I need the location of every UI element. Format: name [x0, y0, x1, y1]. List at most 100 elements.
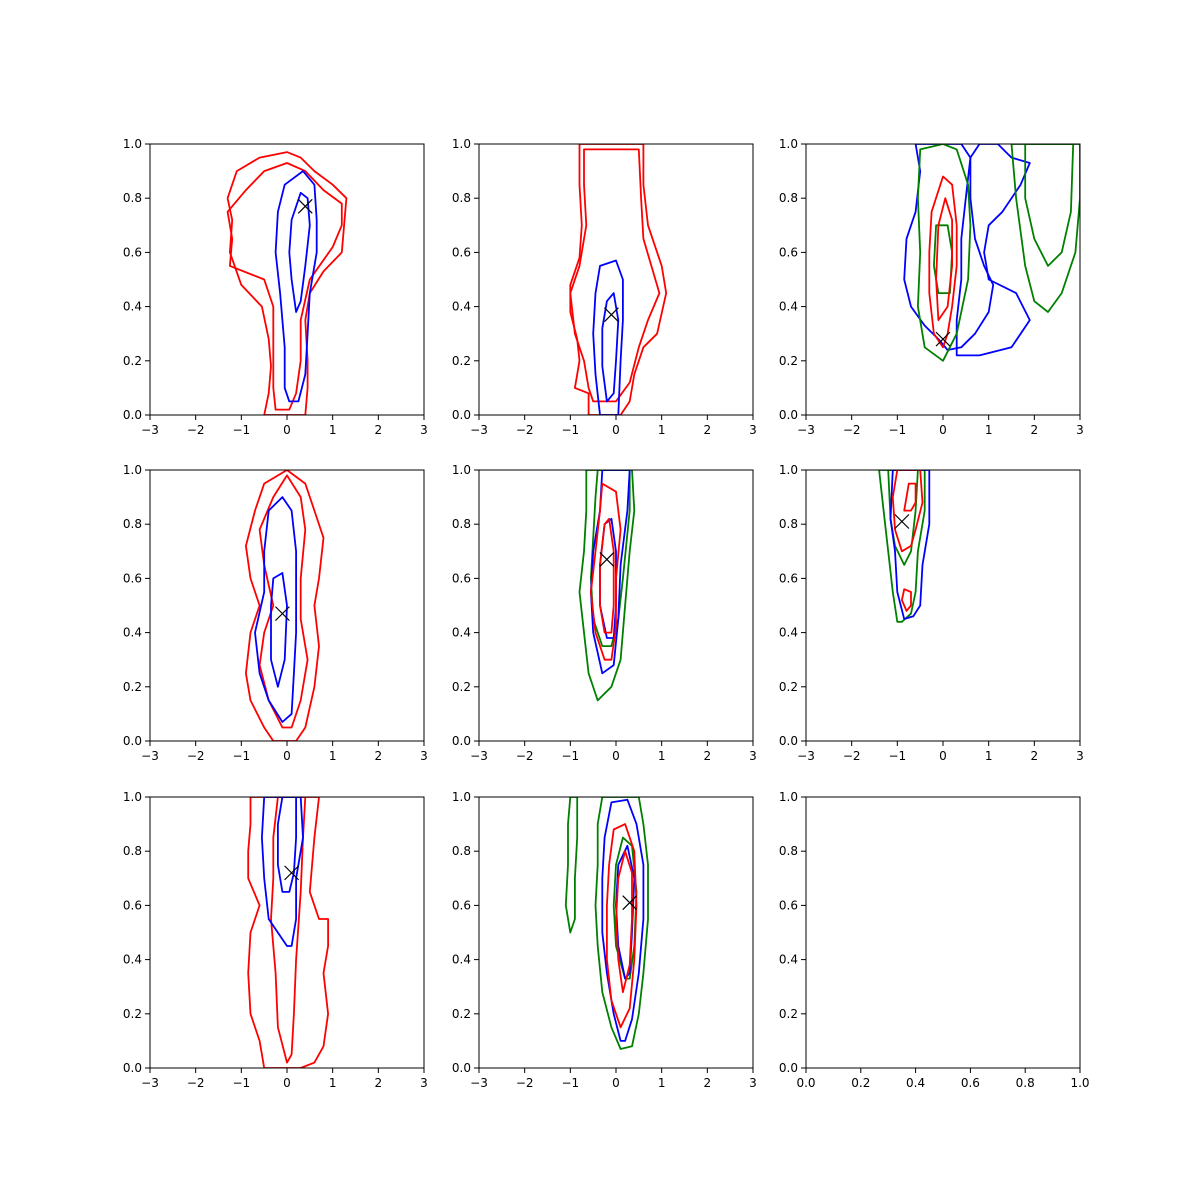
x-tick-label: 0 [283, 1076, 291, 1090]
x-tick-label: −2 [187, 423, 205, 437]
contour-blue-4 [276, 797, 298, 893]
y-tick-label: 0.0 [779, 408, 798, 422]
contour-blue-3 [274, 170, 318, 403]
x-tick-label: 0 [283, 423, 291, 437]
x-tick-label: 0.8 [1016, 1076, 1035, 1090]
contour-blue-2 [955, 144, 1031, 357]
axes-frame [805, 143, 1081, 416]
x-tick-label: 0 [939, 749, 947, 763]
y-tick-label: 1.0 [779, 137, 798, 151]
contour-red-4 [891, 470, 924, 553]
x-tick-label: −3 [141, 423, 159, 437]
x-tick-label: 3 [1076, 423, 1084, 437]
y-tick-label: 0.6 [452, 245, 471, 259]
axes-frame [149, 143, 425, 416]
contour-group [569, 144, 668, 415]
marker-stroke [275, 606, 290, 622]
subplot-7: −3 −2 −1 0 1 2 3 0.0 0.2 0.4 0.6 0.8 1.0 [123, 790, 428, 1090]
y-tick-label: 0.0 [779, 1061, 798, 1075]
contour-green-3 [612, 836, 638, 980]
x-tick-label: −3 [141, 1076, 159, 1090]
y-tick-label: 0.4 [452, 953, 471, 967]
contour-blue-3 [260, 797, 304, 947]
x-tick-label: 1.0 [1070, 1076, 1089, 1090]
mean-marker [297, 198, 313, 214]
x-tick-label: 2 [375, 1076, 383, 1090]
y-tick-label: 1.0 [123, 790, 142, 804]
contour-blue-3 [592, 259, 624, 415]
y-tick-label: 0.6 [123, 245, 142, 259]
x-tick-label: −2 [516, 749, 534, 763]
y-tick-label: 0.4 [452, 300, 471, 314]
y-tick-label: 0.2 [779, 680, 798, 694]
x-tick-label: 2 [375, 423, 383, 437]
contour-red-2 [569, 148, 661, 403]
y-tick-label: 0.4 [123, 626, 142, 640]
y-tick-label: 0.2 [452, 680, 471, 694]
contour-group [244, 470, 325, 741]
axes-frame [478, 143, 754, 416]
subplot-8: −3 −2 −1 0 1 2 3 0.0 0.2 0.4 0.6 0.8 1.0 [452, 790, 757, 1090]
y-tick-label: 0.0 [123, 1061, 142, 1075]
x-tick-label: 3 [749, 423, 757, 437]
contour-red-5 [903, 482, 917, 512]
x-tick-label: −3 [470, 749, 488, 763]
x-tick-label: 3 [420, 749, 428, 763]
x-tick-label: −3 [797, 749, 815, 763]
y-tick-label: 0.2 [123, 354, 142, 368]
y-tick-label: 0.0 [123, 408, 142, 422]
mean-marker [275, 606, 290, 622]
subplot-1: −3 −2 −1 0 1 2 3 0.0 0.2 0.4 0.6 0.8 1.0 [123, 137, 428, 437]
marker-stroke [604, 307, 619, 323]
marker-stroke [284, 865, 299, 881]
x-tick-label: 1 [985, 423, 993, 437]
mean-marker [599, 552, 615, 567]
contour-green-1 [878, 470, 926, 623]
y-tick-label: 0.4 [452, 626, 471, 640]
x-tick-label: 3 [749, 749, 757, 763]
x-tick-label: 2 [1031, 423, 1039, 437]
contour-green-2 [564, 797, 579, 934]
y-tick-label: 0.6 [779, 898, 798, 912]
x-tick-label: −1 [561, 423, 579, 437]
x-tick-label: −2 [516, 423, 534, 437]
subplot-6: −3 −2 −1 0 1 2 3 0.0 0.2 0.4 0.6 0.8 1.0 [779, 463, 1084, 763]
contour-group [247, 797, 330, 1068]
subplot-4: −3 −2 −1 0 1 2 3 0.0 0.2 0.4 0.6 0.8 1.0 [123, 463, 428, 763]
contour-red-1 [226, 151, 348, 415]
mean-marker [935, 331, 951, 347]
y-tick-label: 0.0 [452, 734, 471, 748]
contour-red-5 [590, 482, 622, 661]
contour-green-1 [578, 470, 636, 702]
x-tick-label: 0 [612, 423, 620, 437]
y-tick-label: 0.6 [779, 245, 798, 259]
y-tick-label: 0.2 [452, 354, 471, 368]
marker-stroke [622, 895, 638, 911]
contour-group [564, 797, 649, 1050]
x-tick-label: −2 [843, 749, 861, 763]
mean-marker [894, 514, 910, 529]
x-tick-label: 2 [704, 1076, 712, 1090]
y-tick-label: 0.2 [123, 1007, 142, 1021]
marker-stroke [297, 198, 313, 214]
y-tick-label: 0.0 [779, 734, 798, 748]
y-tick-label: 1.0 [779, 790, 798, 804]
y-tick-label: 0.0 [123, 734, 142, 748]
marker-stroke [599, 552, 615, 567]
y-tick-label: 1.0 [452, 463, 471, 477]
y-tick-label: 0.8 [452, 844, 471, 858]
x-tick-label: 0.6 [961, 1076, 980, 1090]
contour-red-6 [901, 588, 912, 612]
y-tick-label: 0.6 [123, 571, 142, 585]
x-tick-label: −1 [232, 423, 250, 437]
y-tick-label: 1.0 [452, 137, 471, 151]
x-tick-label: −2 [187, 749, 205, 763]
contour-blue-1 [903, 144, 995, 351]
contour-blue-3 [254, 496, 298, 723]
y-tick-label: 0.8 [779, 517, 798, 531]
mean-marker [284, 865, 299, 881]
x-tick-label: −1 [232, 1076, 250, 1090]
contour-red-2 [258, 474, 309, 729]
y-tick-label: 0.4 [779, 300, 798, 314]
